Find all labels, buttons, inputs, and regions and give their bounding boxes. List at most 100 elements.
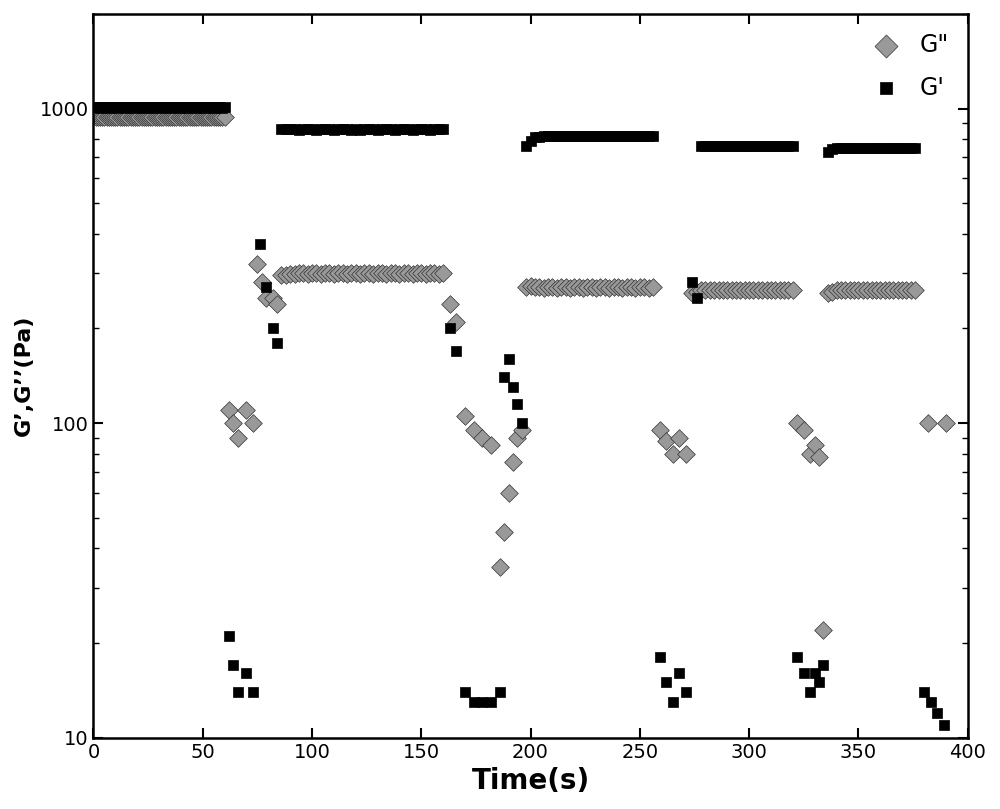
G' <box>278 122 294 135</box>
G" <box>92 110 108 123</box>
G' <box>592 129 608 142</box>
G' <box>168 101 184 114</box>
G' <box>474 696 490 709</box>
G' <box>894 142 910 155</box>
G' <box>153 101 169 114</box>
G" <box>606 281 622 294</box>
G" <box>592 281 608 294</box>
G" <box>457 410 473 423</box>
G' <box>571 129 587 142</box>
G" <box>894 283 910 296</box>
G' <box>724 140 740 153</box>
G' <box>562 129 578 142</box>
G" <box>413 267 429 280</box>
G' <box>217 101 233 114</box>
G" <box>116 111 132 124</box>
G" <box>697 283 713 296</box>
G' <box>140 101 156 114</box>
G" <box>610 281 626 294</box>
G" <box>829 283 845 296</box>
G" <box>837 283 853 296</box>
G" <box>127 110 143 123</box>
G' <box>811 676 827 688</box>
G' <box>435 123 451 136</box>
G' <box>584 129 600 142</box>
G' <box>339 123 355 136</box>
G' <box>356 123 372 136</box>
G' <box>678 685 694 698</box>
G' <box>171 101 187 114</box>
G" <box>553 281 569 294</box>
G" <box>123 111 139 124</box>
G' <box>182 101 198 114</box>
G' <box>175 101 191 114</box>
G' <box>300 122 316 135</box>
G" <box>711 283 727 296</box>
G' <box>846 142 862 155</box>
G" <box>881 283 897 296</box>
G' <box>348 123 364 136</box>
G' <box>160 101 176 114</box>
G' <box>136 101 152 114</box>
G' <box>177 101 193 114</box>
G" <box>405 268 421 281</box>
G' <box>877 142 893 155</box>
G' <box>929 706 945 719</box>
G" <box>339 268 355 281</box>
G' <box>374 123 390 136</box>
G' <box>127 101 143 114</box>
G" <box>300 268 316 281</box>
G' <box>741 140 757 153</box>
G' <box>107 101 123 114</box>
G' <box>109 101 125 114</box>
Legend: G", G': G", G' <box>856 26 956 107</box>
G' <box>149 101 165 114</box>
G' <box>601 129 617 142</box>
G" <box>442 297 458 310</box>
G" <box>584 281 600 294</box>
G" <box>903 283 919 296</box>
G" <box>348 267 364 280</box>
G' <box>715 139 731 152</box>
G' <box>627 129 643 142</box>
G" <box>177 111 193 124</box>
G' <box>326 123 342 136</box>
G" <box>431 268 447 281</box>
G" <box>153 110 169 123</box>
G" <box>422 267 438 280</box>
G' <box>265 322 281 335</box>
G" <box>571 281 587 294</box>
G' <box>422 123 438 136</box>
G" <box>238 404 254 417</box>
G" <box>330 267 346 280</box>
G" <box>160 111 176 124</box>
G' <box>842 142 858 155</box>
G" <box>920 417 936 430</box>
G' <box>855 142 871 155</box>
G" <box>820 286 836 299</box>
G' <box>330 123 346 136</box>
G" <box>129 111 145 124</box>
G' <box>496 371 512 383</box>
G' <box>101 101 117 114</box>
G" <box>614 282 630 295</box>
G" <box>796 424 812 437</box>
G" <box>90 111 106 124</box>
G" <box>544 281 560 294</box>
G" <box>448 316 464 328</box>
G' <box>780 140 796 153</box>
G" <box>877 283 893 296</box>
G' <box>291 123 307 136</box>
G" <box>361 267 377 280</box>
G' <box>636 129 652 142</box>
G' <box>824 143 840 156</box>
G' <box>837 142 853 155</box>
G" <box>523 280 539 293</box>
G" <box>907 283 923 296</box>
G' <box>820 145 836 158</box>
G' <box>166 101 182 114</box>
G" <box>107 111 123 124</box>
G" <box>321 267 337 280</box>
G' <box>383 123 399 136</box>
G" <box>208 111 224 124</box>
